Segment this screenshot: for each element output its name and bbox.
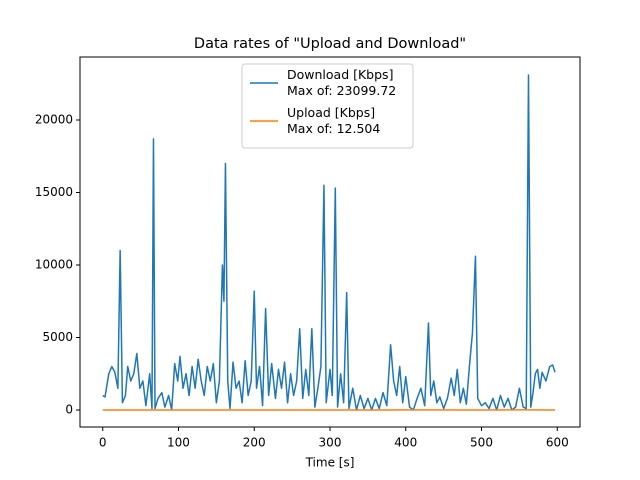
x-tick-label: 300 <box>319 436 342 450</box>
series-line <box>102 74 556 411</box>
legend-box <box>241 63 414 149</box>
legend-label: Upload [Kbps] Max of: 12.504 <box>287 105 381 136</box>
plot-frame <box>79 56 581 428</box>
y-tick-label: 5000 <box>42 330 73 344</box>
chart-title: Data rates of "Upload and Download" <box>194 36 466 52</box>
y-tick-label: 20000 <box>35 113 73 127</box>
legend-label: Download [Kbps] Max of: 23099.72 <box>287 67 397 98</box>
x-tick-label: 500 <box>470 436 493 450</box>
x-axis-label: Time [s] <box>305 456 355 470</box>
x-tick-label: 600 <box>546 436 569 450</box>
y-tick-label: 15000 <box>35 185 73 199</box>
y-tick-label: 10000 <box>35 258 73 272</box>
x-tick-label: 400 <box>394 436 417 450</box>
x-tick-label: 200 <box>243 436 266 450</box>
y-tick-label: 0 <box>65 403 73 417</box>
x-tick-label: 0 <box>99 436 107 450</box>
x-tick-label: 100 <box>167 436 190 450</box>
